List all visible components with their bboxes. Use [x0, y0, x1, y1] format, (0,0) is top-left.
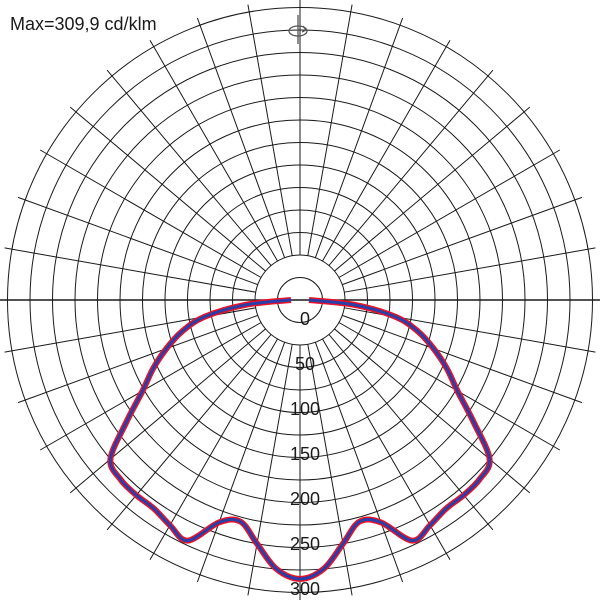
grid-spoke-240 — [39, 149, 262, 278]
radial-tick-label: 50 — [295, 354, 315, 374]
radial-tick-label: 100 — [290, 399, 320, 419]
radial-tick-label: 150 — [290, 444, 320, 464]
grid-spoke-340 — [196, 342, 286, 583]
grid-spoke-60 — [338, 322, 561, 451]
grid-spoke-140 — [328, 69, 494, 266]
grid-spoke-110 — [342, 196, 583, 286]
grid-spoke-250 — [17, 196, 258, 286]
grid-spoke-20 — [314, 342, 404, 583]
grid-spoke-50 — [334, 328, 531, 494]
grid-spoke-200 — [196, 17, 286, 258]
grid-spoke-300 — [39, 322, 262, 451]
grid-spoke-290 — [17, 314, 258, 404]
grid-spoke-150 — [322, 39, 451, 262]
intensity-curve-line — [108, 298, 492, 581]
grid-spoke-310 — [69, 328, 266, 494]
grid-spoke-190 — [247, 4, 293, 256]
radial-tick-label: 200 — [290, 489, 320, 509]
grid-spoke-10 — [307, 344, 353, 596]
grid-spoke-350 — [247, 344, 293, 596]
radial-tick-label: 250 — [290, 534, 320, 554]
grid-spoke-100 — [344, 247, 596, 293]
grid-spoke-70 — [342, 314, 583, 404]
grid-spoke-120 — [338, 149, 561, 278]
grid-spoke-130 — [334, 106, 531, 272]
grid-spoke-210 — [149, 39, 278, 262]
intensity-curve — [107, 297, 493, 582]
grid-spoke-230 — [69, 106, 266, 272]
max-intensity-label: Max=309,9 cd/klm — [10, 14, 157, 34]
radial-tick-label: 0 — [300, 309, 310, 329]
rotation-symbol-icon — [288, 15, 308, 44]
grid-spoke-170 — [307, 4, 353, 256]
radial-tick-label: 300 — [290, 579, 320, 599]
grid-spoke-160 — [314, 17, 404, 258]
grid-spoke-220 — [106, 69, 272, 266]
grid-spoke-260 — [4, 247, 256, 293]
radial-tick-labels: 0 50 100 150 200 250 300 — [290, 309, 320, 599]
